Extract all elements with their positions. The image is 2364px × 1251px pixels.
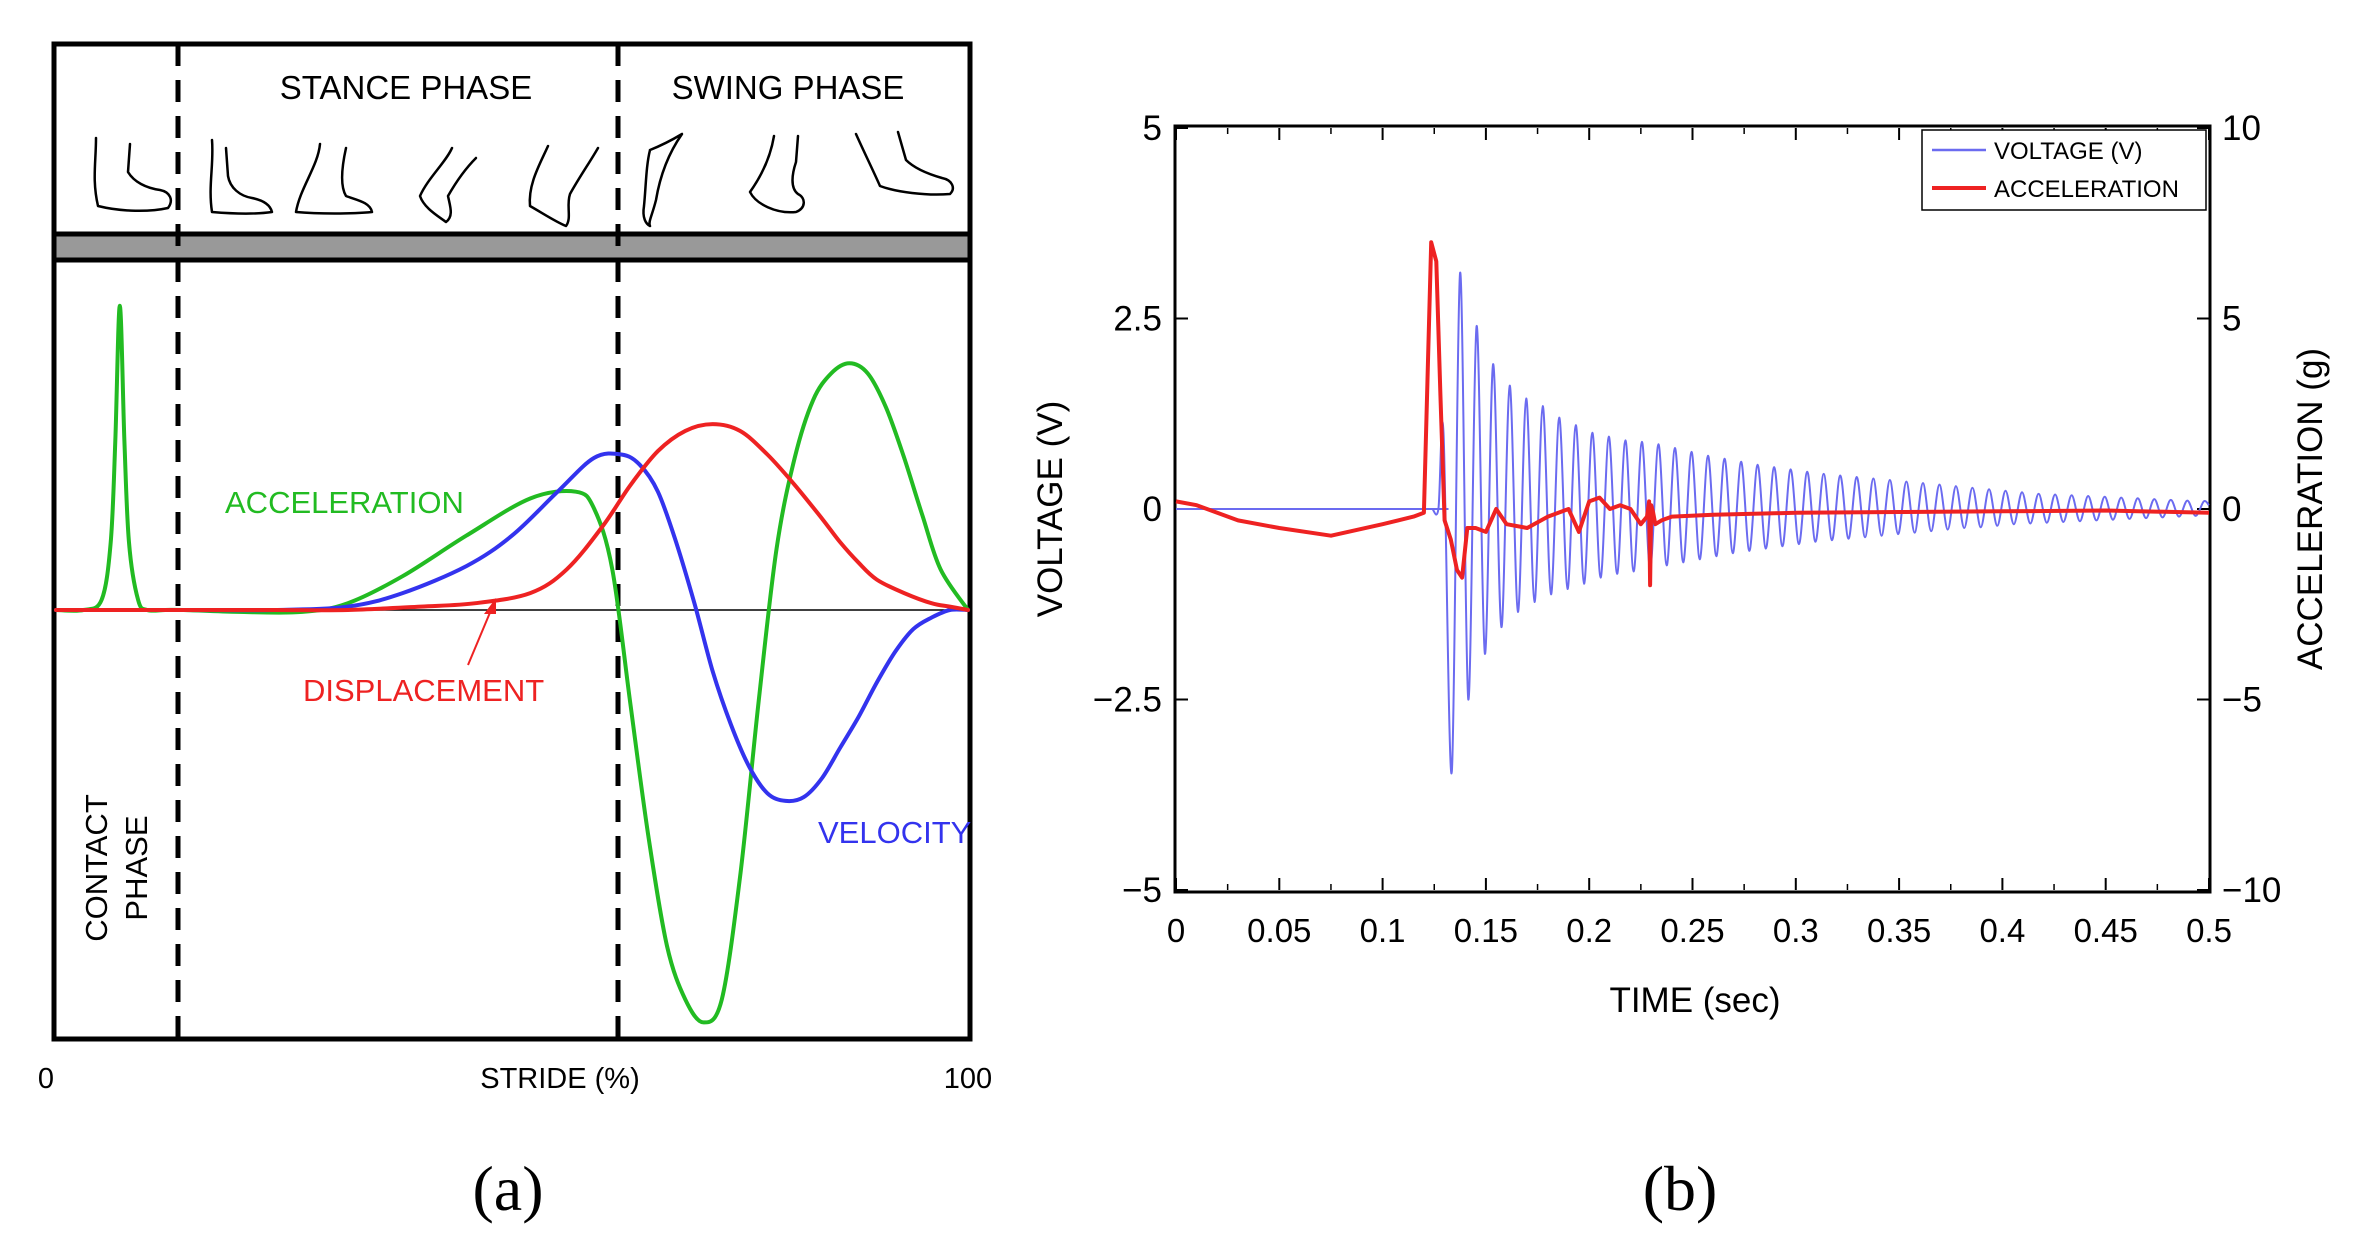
acceleration-annotation: ACCELERATION xyxy=(225,485,464,520)
legend-label-acceleration: ACCELERATION xyxy=(1994,176,2179,203)
x-tick-label: 0.15 xyxy=(1454,912,1518,949)
foot-pose-1 xyxy=(93,136,172,213)
plot-b-ticks: 0 0.05 0.1 0.15 0.2 0.25 0.3 0.35 0.4 0.45 0.5 −5 −2… xyxy=(1093,109,2281,949)
displacement-series-line xyxy=(54,422,970,613)
y-right-tick-label: 0 xyxy=(2222,490,2241,529)
x-tick-label: 0.45 xyxy=(2074,912,2138,949)
foot-pose-drawings xyxy=(93,130,954,228)
velocity-annotation: VELOCITY xyxy=(818,815,971,850)
foot-pose-6 xyxy=(642,132,684,228)
displacement-pointer-arrowhead xyxy=(484,598,496,614)
plot-a-frame xyxy=(51,257,973,1042)
acceleration-series-line xyxy=(54,303,970,1025)
x-tick-label: 0.25 xyxy=(1660,912,1724,949)
foot-pose-3 xyxy=(294,142,374,215)
x-tick-label-0: 0 xyxy=(38,1063,54,1095)
y-axis-title-acceleration: ACCELERATION (g) xyxy=(2291,348,2330,670)
panel-a: STANCE PHASE SWING PHASE ACCELERATION DI… xyxy=(38,41,992,1224)
panel-b-caption: (b) xyxy=(1643,1153,1718,1224)
y-left-tick-label: 2.5 xyxy=(1113,300,1162,339)
y-right-tick-label: −10 xyxy=(2222,871,2281,910)
y-right-tick-label: −5 xyxy=(2222,681,2262,720)
panel-b: 0 0.05 0.1 0.15 0.2 0.25 0.3 0.35 0.4 0.45 0.5 −5 −2… xyxy=(1031,109,2330,1224)
x-tick-label-100: 100 xyxy=(944,1063,992,1095)
legend-box xyxy=(1921,129,2207,211)
y-left-tick-label: −2.5 xyxy=(1093,681,1162,720)
x-tick-label: 0 xyxy=(1167,912,1185,949)
foot-pose-4 xyxy=(418,146,478,224)
legend-label-voltage: VOLTAGE (V) xyxy=(1994,138,2142,165)
phase-header-box xyxy=(51,41,973,237)
y-left-tick-label: −5 xyxy=(1122,871,1162,910)
foot-pose-8 xyxy=(854,130,954,196)
plot-b-frame xyxy=(1173,124,2212,894)
x-axis-title-time: TIME (sec) xyxy=(1609,981,1780,1020)
x-tick-label: 0.05 xyxy=(1247,912,1311,949)
y-left-tick-label: 0 xyxy=(1143,490,1162,529)
contact-phase-label-line1: CONTACT xyxy=(79,794,114,942)
plot-a-series xyxy=(54,303,970,1025)
x-tick-label: 0.2 xyxy=(1566,912,1612,949)
acceleration-g-series-line xyxy=(1175,240,2210,588)
stance-phase-label: STANCE PHASE xyxy=(280,69,532,106)
contact-phase-label-line2: PHASE xyxy=(119,815,154,920)
plot-b-series xyxy=(1175,240,2210,775)
foot-pose-5 xyxy=(528,144,600,228)
x-tick-label: 0.3 xyxy=(1773,912,1819,949)
x-tick-label: 0.1 xyxy=(1360,912,1406,949)
y-left-tick-label: 5 xyxy=(1143,109,1162,148)
voltage-series-line xyxy=(1175,271,2210,775)
swing-phase-label: SWING PHASE xyxy=(672,69,905,106)
velocity-series-line xyxy=(54,451,970,804)
legend: VOLTAGE (V) ACCELERATION xyxy=(1921,129,2207,211)
x-axis-title-stride: STRIDE (%) xyxy=(480,1063,640,1095)
foot-pose-7 xyxy=(748,134,805,214)
panel-a-caption: (a) xyxy=(472,1153,543,1224)
y-axis-title-voltage: VOLTAGE (V) xyxy=(1031,401,1070,618)
x-tick-label: 0.5 xyxy=(2186,912,2232,949)
x-tick-label: 0.4 xyxy=(1979,912,2025,949)
y-right-tick-label: 10 xyxy=(2222,109,2261,148)
ground-band xyxy=(51,231,973,263)
y-right-tick-label: 5 xyxy=(2222,300,2241,339)
displacement-annotation: DISPLACEMENT xyxy=(303,673,544,708)
x-tick-label: 0.35 xyxy=(1867,912,1931,949)
foot-pose-2 xyxy=(209,138,274,215)
